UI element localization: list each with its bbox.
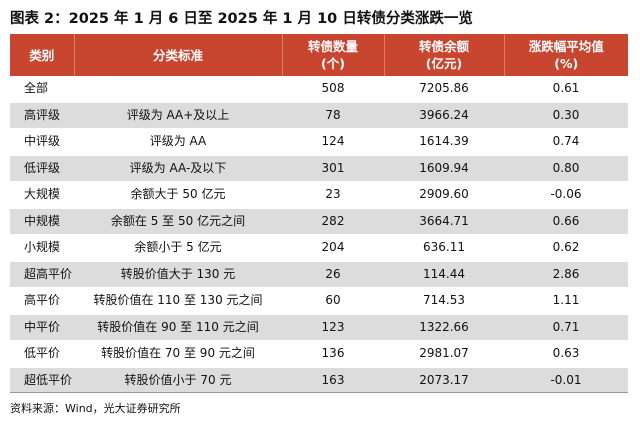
cell-balance: 1614.39 — [384, 128, 504, 156]
table-row: 小规模 余额小于 5 亿元 204 636.11 0.62 — [10, 234, 628, 262]
cell-category: 小规模 — [10, 234, 74, 262]
table-row: 中评级 评级为 AA 124 1614.39 0.74 — [10, 128, 628, 156]
cell-balance: 2981.07 — [384, 340, 504, 368]
cell-category: 高平价 — [10, 287, 74, 315]
cell-count: 301 — [282, 155, 384, 182]
cell-balance: 3664.71 — [384, 208, 504, 235]
table-row: 低评级 评级为 AA-及以下 301 1609.94 0.80 — [10, 155, 628, 182]
cell-change: 0.62 — [504, 234, 628, 262]
table-row: 全部 508 7205.86 0.61 — [10, 76, 628, 103]
cell-criterion: 评级为 AA — [74, 128, 282, 156]
cell-change: 0.80 — [504, 155, 628, 182]
cell-category: 中规模 — [10, 208, 74, 235]
cell-criterion: 余额大于 50 亿元 — [74, 181, 282, 209]
cell-criterion: 转股价值在 110 至 130 元之间 — [74, 287, 282, 315]
cell-criterion: 转股价值小于 70 元 — [74, 367, 282, 394]
cell-category: 大规模 — [10, 181, 74, 209]
table-row: 高平价 转股价值在 110 至 130 元之间 60 714.53 1.11 — [10, 287, 628, 315]
header-count-line1: 转债数量 — [307, 39, 358, 54]
table-row: 低平价 转股价值在 70 至 90 元之间 136 2981.07 0.63 — [10, 340, 628, 368]
cell-balance: 1322.66 — [384, 314, 504, 341]
cell-balance: 114.44 — [384, 261, 504, 288]
cell-category: 中评级 — [10, 128, 74, 156]
cell-criterion: 转股价值大于 130 元 — [74, 261, 282, 288]
cell-criterion: 评级为 AA+及以上 — [74, 102, 282, 129]
cell-change: -0.01 — [504, 367, 628, 394]
cell-count: 204 — [282, 234, 384, 262]
cell-category: 全部 — [10, 76, 74, 103]
header-change-line2: (%) — [554, 56, 579, 71]
table-row: 大规模 余额大于 50 亿元 23 2909.60 -0.06 — [10, 181, 628, 209]
header-count-line2: (个) — [321, 56, 345, 71]
cell-count: 23 — [282, 181, 384, 209]
table-row: 中平价 转股价值在 90 至 110 元之间 123 1322.66 0.71 — [10, 314, 628, 341]
cell-change: 0.30 — [504, 102, 628, 129]
cell-change: 0.74 — [504, 128, 628, 156]
table-bottom-rule — [10, 392, 628, 393]
source-note: 资料来源：Wind，光大证券研究所 — [10, 402, 181, 415]
cell-balance: 2909.60 — [384, 181, 504, 209]
cell-category: 超低平价 — [10, 367, 74, 394]
cell-criterion: 评级为 AA-及以下 — [74, 155, 282, 182]
header-change: 涨跌幅平均值 (%) — [504, 34, 628, 76]
cell-category: 超高平价 — [10, 261, 74, 288]
cell-count: 508 — [282, 76, 384, 103]
cell-criterion — [74, 76, 282, 103]
cell-change: 1.11 — [504, 287, 628, 315]
cell-criterion: 转股价值在 90 至 110 元之间 — [74, 314, 282, 341]
cell-balance: 1609.94 — [384, 155, 504, 182]
table-header: 类别 分类标准 转债数量 (个) 转债余额 (亿元) 涨跌幅平均值 (%) — [10, 34, 628, 76]
header-balance-line1: 转债余额 — [418, 39, 469, 54]
cell-count: 163 — [282, 367, 384, 394]
header-change-line1: 涨跌幅平均值 — [528, 39, 604, 54]
table-row: 高评级 评级为 AA+及以上 78 3966.24 0.30 — [10, 102, 628, 129]
header-category: 类别 — [10, 34, 75, 76]
cell-change: 2.86 — [504, 261, 628, 288]
header-row: 类别 分类标准 转债数量 (个) 转债余额 (亿元) 涨跌幅平均值 (%) — [10, 34, 628, 76]
cell-change: 0.63 — [504, 340, 628, 368]
cell-count: 123 — [282, 314, 384, 341]
bond-classification-table: 类别 分类标准 转债数量 (个) 转债余额 (亿元) 涨跌幅平均值 (%) 全部 — [10, 34, 628, 394]
cell-balance: 714.53 — [384, 287, 504, 315]
header-count: 转债数量 (个) — [282, 34, 385, 76]
cell-change: 0.61 — [504, 76, 628, 103]
cell-category: 低平价 — [10, 340, 74, 368]
cell-count: 124 — [282, 128, 384, 156]
header-balance-line2: (亿元) — [425, 56, 463, 71]
cell-count: 282 — [282, 208, 384, 235]
cell-category: 高评级 — [10, 102, 74, 129]
header-criterion: 分类标准 — [74, 34, 283, 76]
cell-count: 60 — [282, 287, 384, 315]
cell-balance: 7205.86 — [384, 76, 504, 103]
cell-balance: 3966.24 — [384, 102, 504, 129]
cell-criterion: 转股价值在 70 至 90 元之间 — [74, 340, 282, 368]
table-body: 全部 508 7205.86 0.61 高评级 评级为 AA+及以上 78 39… — [10, 76, 628, 394]
cell-change: 0.71 — [504, 314, 628, 341]
header-balance: 转债余额 (亿元) — [384, 34, 505, 76]
cell-change: 0.66 — [504, 208, 628, 235]
cell-category: 低评级 — [10, 155, 74, 182]
cell-category: 中平价 — [10, 314, 74, 341]
figure-title: 图表 2：2025 年 1 月 6 日至 2025 年 1 月 10 日转债分类… — [10, 11, 473, 27]
table-row: 中规模 余额在 5 至 50 亿元之间 282 3664.71 0.66 — [10, 208, 628, 235]
cell-change: -0.06 — [504, 181, 628, 209]
cell-count: 26 — [282, 261, 384, 288]
cell-criterion: 余额小于 5 亿元 — [74, 234, 282, 262]
cell-criterion: 余额在 5 至 50 亿元之间 — [74, 208, 282, 235]
table-row: 超低平价 转股价值小于 70 元 163 2073.17 -0.01 — [10, 367, 628, 394]
cell-count: 78 — [282, 102, 384, 129]
cell-count: 136 — [282, 340, 384, 368]
cell-balance: 636.11 — [384, 234, 504, 262]
table-row: 超高平价 转股价值大于 130 元 26 114.44 2.86 — [10, 261, 628, 288]
cell-balance: 2073.17 — [384, 367, 504, 394]
